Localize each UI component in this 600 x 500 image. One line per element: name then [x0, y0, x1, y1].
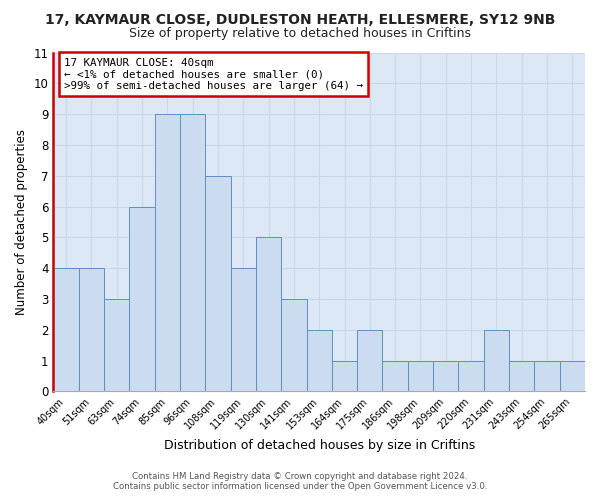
Bar: [205, 176, 230, 392]
Bar: [180, 114, 205, 392]
Bar: [256, 238, 281, 392]
Bar: [408, 360, 433, 392]
Bar: [458, 360, 484, 392]
Bar: [155, 114, 180, 392]
Bar: [484, 330, 509, 392]
Bar: [230, 268, 256, 392]
Bar: [332, 360, 357, 392]
Text: 17, KAYMAUR CLOSE, DUDLESTON HEATH, ELLESMERE, SY12 9NB: 17, KAYMAUR CLOSE, DUDLESTON HEATH, ELLE…: [45, 12, 555, 26]
Bar: [357, 330, 382, 392]
Bar: [560, 360, 585, 392]
Bar: [281, 299, 307, 392]
Bar: [79, 268, 104, 392]
Text: Contains HM Land Registry data © Crown copyright and database right 2024.
Contai: Contains HM Land Registry data © Crown c…: [113, 472, 487, 491]
Bar: [382, 360, 408, 392]
Bar: [307, 330, 332, 392]
Y-axis label: Number of detached properties: Number of detached properties: [15, 129, 28, 315]
Text: 17 KAYMAUR CLOSE: 40sqm
← <1% of detached houses are smaller (0)
>99% of semi-de: 17 KAYMAUR CLOSE: 40sqm ← <1% of detache…: [64, 58, 363, 91]
Bar: [130, 206, 155, 392]
Bar: [53, 268, 79, 392]
Bar: [509, 360, 535, 392]
X-axis label: Distribution of detached houses by size in Criftins: Distribution of detached houses by size …: [164, 440, 475, 452]
Bar: [433, 360, 458, 392]
Bar: [104, 299, 130, 392]
Bar: [535, 360, 560, 392]
Text: Size of property relative to detached houses in Criftins: Size of property relative to detached ho…: [129, 28, 471, 40]
